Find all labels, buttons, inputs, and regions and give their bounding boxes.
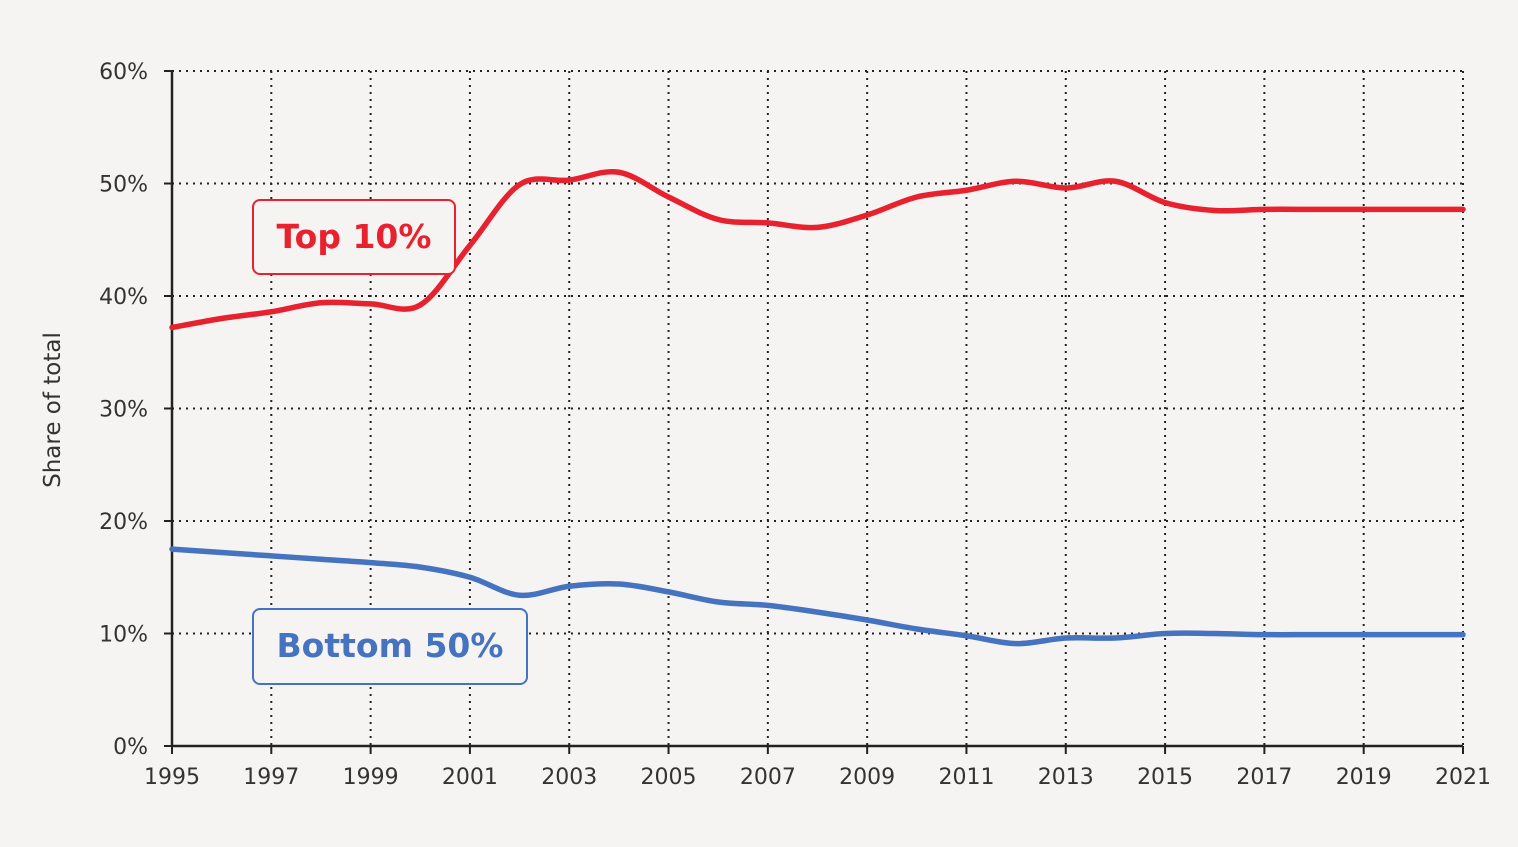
top-10-label-box — [252, 199, 456, 275]
y-tick-label: 10% — [99, 623, 148, 648]
bottom-50-label-box — [252, 608, 528, 685]
x-tick-label: 2005 — [641, 765, 697, 790]
x-tick-label: 2007 — [740, 765, 796, 790]
y-tick-label: 0% — [113, 735, 148, 760]
bottom-50-label-text: Bottom 50% — [277, 626, 504, 665]
y-tick-label: 30% — [99, 398, 148, 423]
bottom-50-label: Bottom 50% — [252, 608, 528, 685]
x-tick-label: 1997 — [243, 765, 299, 790]
y-tick-label: 60% — [99, 60, 148, 85]
x-tick-label: 1999 — [343, 765, 399, 790]
x-tick-label: 2013 — [1038, 765, 1094, 790]
x-tick-label: 2003 — [541, 765, 597, 790]
y-tick-label: 20% — [99, 510, 148, 535]
x-tick-label: 2019 — [1336, 765, 1392, 790]
top-10-label: Top 10% — [252, 199, 456, 275]
y-tick-label: 50% — [99, 173, 148, 198]
series-lines — [169, 168, 1466, 647]
top-10-label-text: Top 10% — [277, 217, 432, 256]
series-line-top-10 — [169, 168, 1466, 331]
y-axis-tick-labels: 0% 10% 20% 30% 40% 50% 60% — [99, 60, 148, 760]
x-tick-label: 2015 — [1137, 765, 1193, 790]
x-tick-label: 2001 — [442, 765, 498, 790]
x-tick-label: 2017 — [1236, 765, 1292, 790]
axes — [164, 70, 1464, 754]
series-line-bottom-50 — [169, 546, 1466, 647]
x-tick-label: 2011 — [938, 765, 994, 790]
x-tick-label: 1995 — [144, 765, 200, 790]
y-tick-label: 40% — [99, 285, 148, 310]
y-axis-title: Share of total — [40, 332, 66, 488]
x-tick-label: 2021 — [1435, 765, 1491, 790]
x-tick-label: 2009 — [839, 765, 895, 790]
gridlines — [172, 70, 1464, 746]
x-axis-tick-labels: 1995 1997 1999 2001 2003 2005 2007 2009 2011 2013… — [144, 765, 1491, 790]
